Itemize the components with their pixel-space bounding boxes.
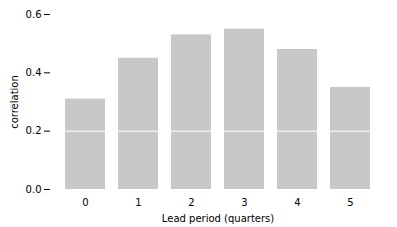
svg-text:0: 0 — [82, 197, 88, 208]
svg-text:2: 2 — [188, 197, 194, 208]
svg-text:5: 5 — [347, 197, 353, 208]
svg-text:1: 1 — [135, 197, 141, 208]
svg-text:correlation: correlation — [9, 75, 20, 129]
svg-text:3: 3 — [241, 197, 247, 208]
svg-text:0.4: 0.4 — [26, 67, 42, 78]
svg-text:0.2: 0.2 — [26, 125, 42, 136]
svg-text:4: 4 — [294, 197, 300, 208]
svg-text:0.0: 0.0 — [26, 184, 42, 195]
svg-text:Lead period (quarters): Lead period (quarters) — [162, 213, 274, 224]
svg-text:0.6: 0.6 — [26, 9, 42, 20]
